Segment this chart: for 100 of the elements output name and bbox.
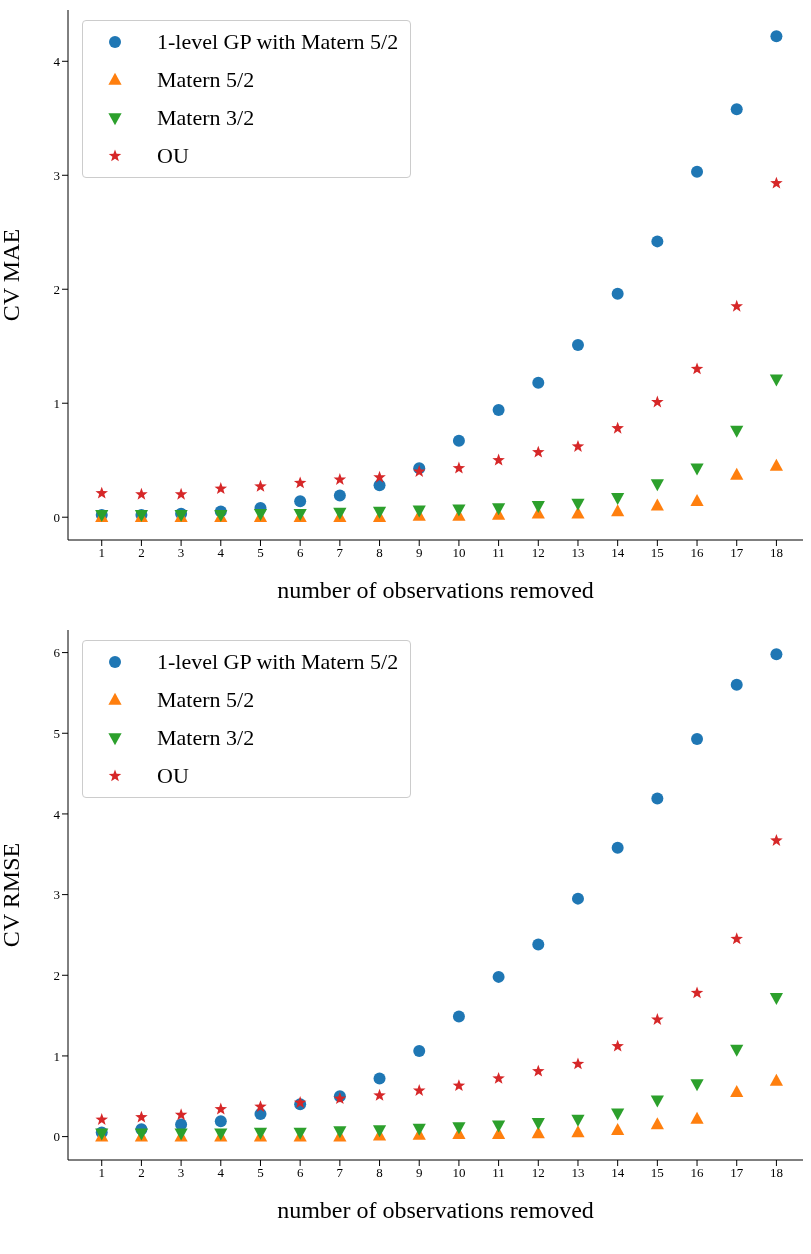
point xyxy=(452,1010,465,1023)
point xyxy=(690,362,704,375)
point xyxy=(531,1126,545,1139)
point xyxy=(571,506,585,519)
point xyxy=(254,479,267,492)
point xyxy=(452,1079,466,1092)
point xyxy=(95,1113,109,1125)
point xyxy=(611,1122,625,1135)
point xyxy=(730,678,743,691)
point xyxy=(174,1108,188,1121)
legend-label: Matern 5/2 xyxy=(157,687,255,713)
point xyxy=(254,1100,267,1113)
x-tick-label: 14 xyxy=(611,545,625,561)
point xyxy=(492,1071,505,1084)
legend-label: 1-level GP with Matern 5/2 xyxy=(157,29,399,55)
x-tick-label: 7 xyxy=(336,545,344,561)
point xyxy=(730,299,743,312)
point xyxy=(770,648,783,661)
y-tick-label: 0 xyxy=(53,1129,60,1145)
point xyxy=(690,463,704,476)
point xyxy=(452,504,466,517)
point xyxy=(412,1084,426,1096)
y-tick-label: 5 xyxy=(53,725,60,741)
point xyxy=(651,792,664,805)
x-tick-label: 16 xyxy=(690,545,705,561)
legend-label: OU xyxy=(157,763,189,789)
legend-label: Matern 5/2 xyxy=(157,67,255,93)
point xyxy=(770,30,783,43)
x-tick-label: 12 xyxy=(531,1165,545,1181)
point xyxy=(650,498,664,511)
point xyxy=(532,376,545,389)
point xyxy=(413,1045,426,1058)
x-axis-title: number of observations removed xyxy=(277,577,594,603)
point xyxy=(333,472,347,485)
y-axis-title: CV MAE xyxy=(0,228,24,322)
x-tick-label: 17 xyxy=(730,545,744,561)
point xyxy=(650,479,664,492)
point xyxy=(571,1125,585,1138)
point xyxy=(691,165,704,178)
point xyxy=(412,1123,426,1136)
point xyxy=(611,1108,625,1121)
point xyxy=(135,1110,148,1123)
point xyxy=(492,453,505,466)
point xyxy=(730,1085,744,1098)
legend-label: OU xyxy=(157,143,189,169)
point xyxy=(611,841,624,854)
x-tick-label: 11 xyxy=(492,1165,505,1181)
point xyxy=(730,103,743,116)
x-tick-label: 15 xyxy=(650,545,664,561)
point xyxy=(650,1095,664,1108)
x-tick-label: 9 xyxy=(415,1165,423,1181)
x-axis-title: number of observations removed xyxy=(277,1197,594,1223)
y-tick-label: 4 xyxy=(53,806,61,822)
x-tick-label: 13 xyxy=(571,545,585,561)
point xyxy=(571,439,585,452)
point xyxy=(373,470,386,483)
x-tick-label: 17 xyxy=(730,1165,744,1181)
point xyxy=(651,1013,664,1025)
point xyxy=(95,486,109,499)
point xyxy=(492,404,505,417)
point xyxy=(611,421,624,434)
point xyxy=(611,1039,624,1052)
y-tick-label: 0 xyxy=(53,509,60,525)
x-tick-label: 2 xyxy=(138,545,145,561)
x-tick-label: 15 xyxy=(650,1165,664,1181)
point xyxy=(571,1057,585,1070)
point xyxy=(135,487,148,500)
x-tick-label: 12 xyxy=(531,545,545,561)
point xyxy=(293,476,307,489)
point xyxy=(531,1118,545,1131)
legend-label: Matern 3/2 xyxy=(157,105,255,131)
point xyxy=(769,374,784,387)
y-tick-label: 6 xyxy=(53,645,61,661)
point xyxy=(571,339,584,352)
point xyxy=(770,833,783,846)
point xyxy=(651,395,664,408)
point xyxy=(452,461,466,474)
x-tick-label: 1 xyxy=(98,1165,105,1181)
x-tick-label: 6 xyxy=(296,1165,304,1181)
point xyxy=(770,176,783,189)
point xyxy=(174,487,188,500)
point xyxy=(730,1044,744,1057)
point xyxy=(492,970,505,983)
point xyxy=(214,1102,228,1115)
y-tick-label: 3 xyxy=(53,167,60,183)
point xyxy=(214,1115,227,1128)
point xyxy=(571,892,584,905)
point xyxy=(650,1117,664,1130)
point xyxy=(532,938,545,951)
point xyxy=(769,458,784,471)
legend-label: Matern 3/2 xyxy=(157,725,255,751)
x-tick-label: 9 xyxy=(415,545,423,561)
y-tick-label: 1 xyxy=(53,1048,60,1064)
point xyxy=(373,1088,386,1101)
y-tick-label: 2 xyxy=(53,281,60,297)
y-tick-label: 2 xyxy=(53,967,60,983)
x-tick-label: 4 xyxy=(217,1165,225,1181)
point xyxy=(651,235,664,248)
point xyxy=(730,425,744,438)
y-tick-label: 1 xyxy=(53,395,60,411)
